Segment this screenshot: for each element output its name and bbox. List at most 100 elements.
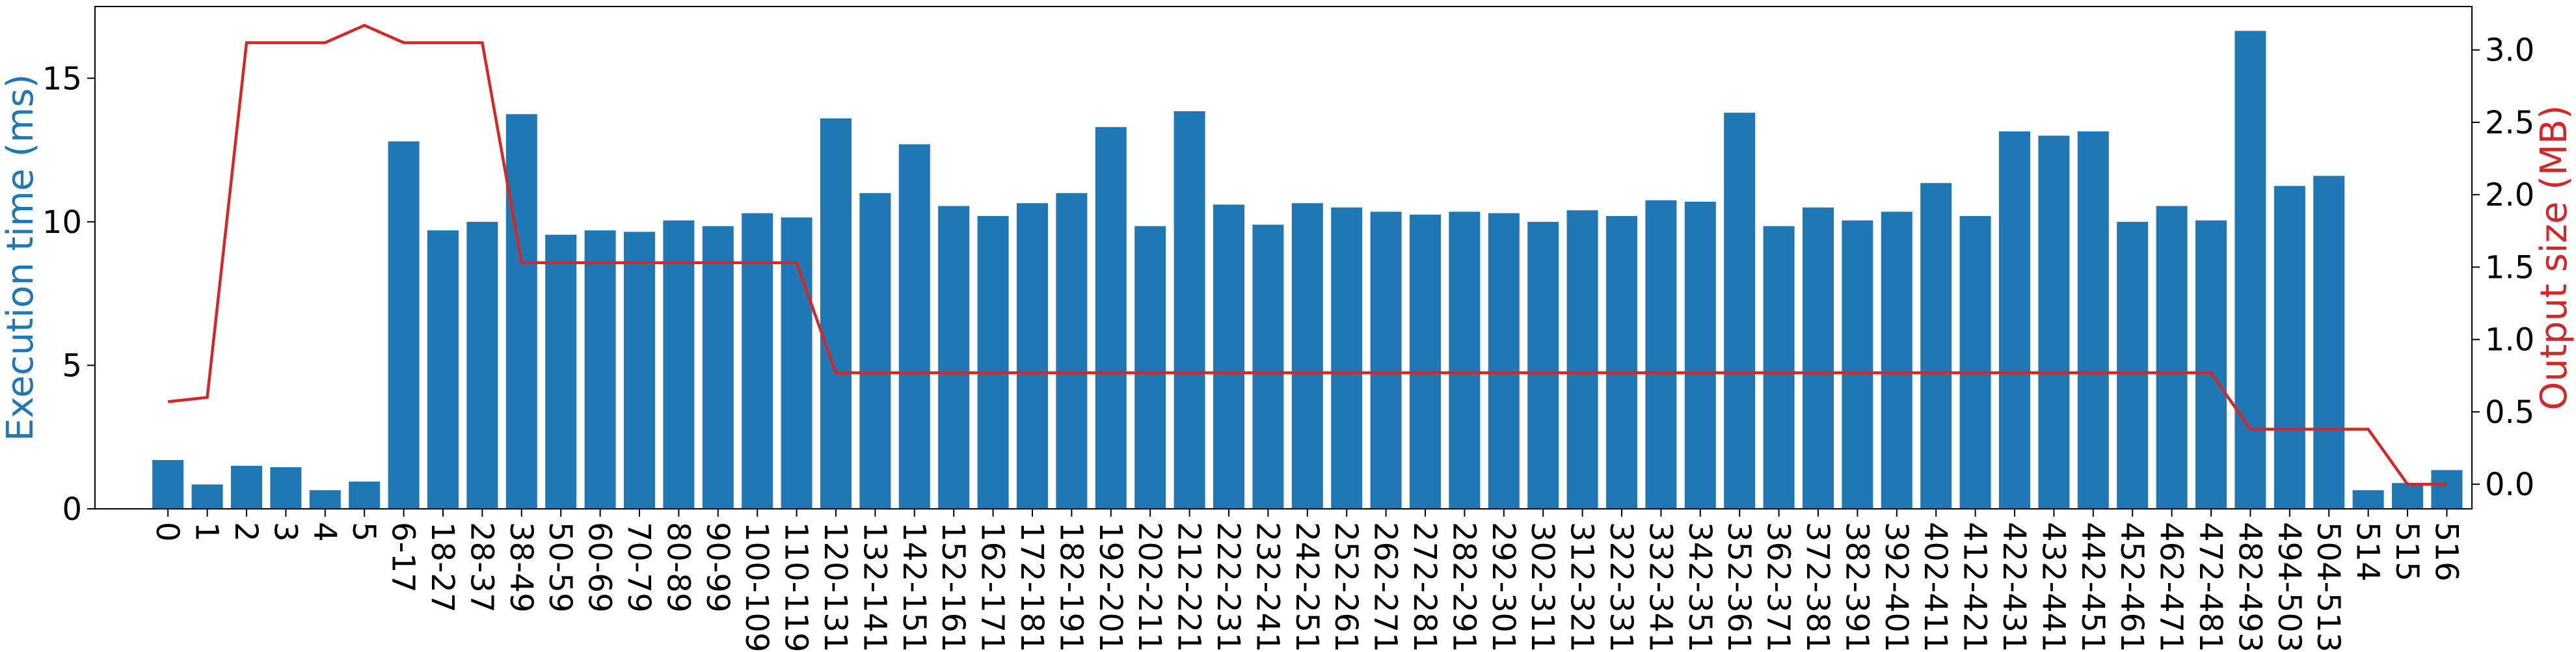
- bar-432-441: [2038, 135, 2070, 509]
- bar-0: [152, 460, 184, 509]
- right-tick-label: 2.0: [2485, 177, 2534, 213]
- bar-272-281: [1410, 214, 1441, 509]
- bar-342-351: [1684, 202, 1716, 509]
- bar-422-431: [1999, 131, 2030, 509]
- bar-162-171: [977, 216, 1009, 509]
- x-tick-label: 462-471: [2153, 522, 2190, 652]
- x-axis: 0 1 2 3 4 5 6-17 18-27 28-37 38-49 50-59 60-69 70-79…: [149, 509, 2464, 652]
- right-axis-title: Output size (MB): [2533, 105, 2575, 410]
- bar-504-513: [2313, 176, 2345, 509]
- x-tick-label: 422-431: [1996, 522, 2032, 652]
- bar-372-381: [1803, 207, 1834, 509]
- bar-6-17: [388, 141, 420, 509]
- x-tick-label: 172-181: [1013, 522, 1050, 652]
- bar-452-461: [2117, 221, 2149, 509]
- bar-132-141: [859, 193, 891, 509]
- x-tick-label: 302-311: [1524, 522, 1561, 652]
- x-tick-label: 515: [2389, 522, 2425, 582]
- x-tick-label: 332-341: [1642, 522, 1678, 652]
- x-tick-label: 382-391: [1838, 522, 1875, 652]
- bar-series-execution-time: [152, 31, 2463, 509]
- bar-382-391: [1842, 220, 1873, 509]
- left-axis-title: Execution time (ms): [0, 74, 42, 441]
- left-tick-label: 15: [42, 61, 82, 97]
- x-tick-label: 252-261: [1328, 522, 1364, 652]
- x-tick-label: 132-141: [856, 522, 892, 652]
- bar-172-181: [1017, 203, 1048, 509]
- bar-352-361: [1724, 113, 1756, 509]
- x-tick-label: 312-321: [1564, 522, 1600, 652]
- x-tick-label: 514: [2350, 522, 2386, 582]
- x-tick-label: 100-109: [738, 522, 775, 652]
- x-tick-label: 110-119: [778, 522, 814, 652]
- left-y-axis: 0 5 10 15: [42, 61, 95, 528]
- bar-50-59: [545, 234, 577, 509]
- x-tick-label: 452-461: [2113, 522, 2150, 652]
- x-tick-label: 516: [2428, 522, 2464, 582]
- bar-362-371: [1763, 226, 1795, 509]
- x-tick-label: 192-201: [1092, 522, 1129, 652]
- bar-494-503: [2274, 185, 2305, 509]
- line-series-output-size: [167, 23, 2447, 486]
- x-tick-label: 292-301: [1485, 522, 1522, 652]
- x-tick-label: 432-441: [2035, 522, 2071, 652]
- axes-border: [94, 6, 2473, 509]
- x-tick-label: 18-27: [424, 522, 461, 612]
- x-tick-label: 412-421: [1957, 522, 1993, 652]
- plot-frame: [94, 6, 2473, 509]
- x-tick-label: 50-59: [542, 522, 578, 612]
- bar-5: [349, 482, 381, 509]
- x-tick-label: 352-361: [1721, 522, 1757, 652]
- x-tick-label: 222-231: [1210, 522, 1246, 652]
- x-tick-label: 90-99: [699, 522, 736, 612]
- bar-110-119: [781, 217, 812, 509]
- bar-462-471: [2156, 206, 2188, 509]
- bar-182-191: [1056, 193, 1088, 509]
- right-tick-label: 2.5: [2485, 105, 2534, 141]
- bar-262-271: [1370, 211, 1402, 509]
- x-tick-label: 212-221: [1171, 522, 1207, 652]
- x-tick-label: 3: [267, 522, 303, 542]
- bar-4: [309, 490, 341, 509]
- right-tick-label: 3.0: [2485, 33, 2534, 69]
- x-tick-label: 242-251: [1289, 522, 1325, 652]
- x-tick-label: 182-191: [1053, 522, 1089, 652]
- bar-472-481: [2195, 220, 2227, 509]
- x-tick-label: 28-37: [463, 522, 500, 612]
- x-tick-label: 282-291: [1445, 522, 1482, 652]
- x-tick-label: 362-371: [1760, 522, 1797, 652]
- x-tick-label: 392-401: [1878, 522, 1914, 652]
- x-tick-label: 162-171: [974, 522, 1011, 652]
- x-tick-label: 472-481: [2192, 522, 2229, 652]
- bar-38-49: [505, 114, 537, 509]
- bar-515: [2392, 483, 2423, 509]
- x-tick-label: 442-451: [2074, 522, 2111, 652]
- bar-312-321: [1566, 210, 1598, 509]
- bar-212-221: [1174, 111, 1205, 509]
- x-tick-label: 120-131: [817, 522, 853, 652]
- x-tick-label: 322-331: [1603, 522, 1639, 652]
- bar-120-131: [820, 118, 852, 509]
- bar-142-151: [898, 144, 930, 509]
- x-tick-label: 372-381: [1799, 522, 1836, 652]
- bar-442-451: [2077, 131, 2109, 509]
- right-tick-label: 1.0: [2485, 322, 2534, 359]
- bar-192-201: [1095, 127, 1127, 509]
- bar-152-161: [938, 206, 970, 509]
- x-tick-label: 482-493: [2231, 522, 2268, 652]
- right-tick-label: 1.5: [2485, 249, 2534, 286]
- bar-392-401: [1881, 211, 1912, 509]
- bar-412-421: [1959, 216, 1991, 509]
- bar-28-37: [466, 221, 498, 509]
- right-tick-label: 0.5: [2485, 394, 2534, 431]
- bar-332-341: [1645, 200, 1677, 509]
- bar-302-311: [1527, 221, 1559, 509]
- output-size-line: [167, 23, 2447, 486]
- x-tick-label: 142-151: [896, 522, 932, 652]
- x-tick-label: 80-89: [660, 522, 696, 612]
- bar-292-301: [1488, 213, 1520, 509]
- bar-202-211: [1134, 226, 1166, 509]
- x-tick-label: 402-411: [1917, 522, 1953, 652]
- bar-1: [191, 484, 223, 509]
- x-tick-label: 232-241: [1249, 522, 1285, 652]
